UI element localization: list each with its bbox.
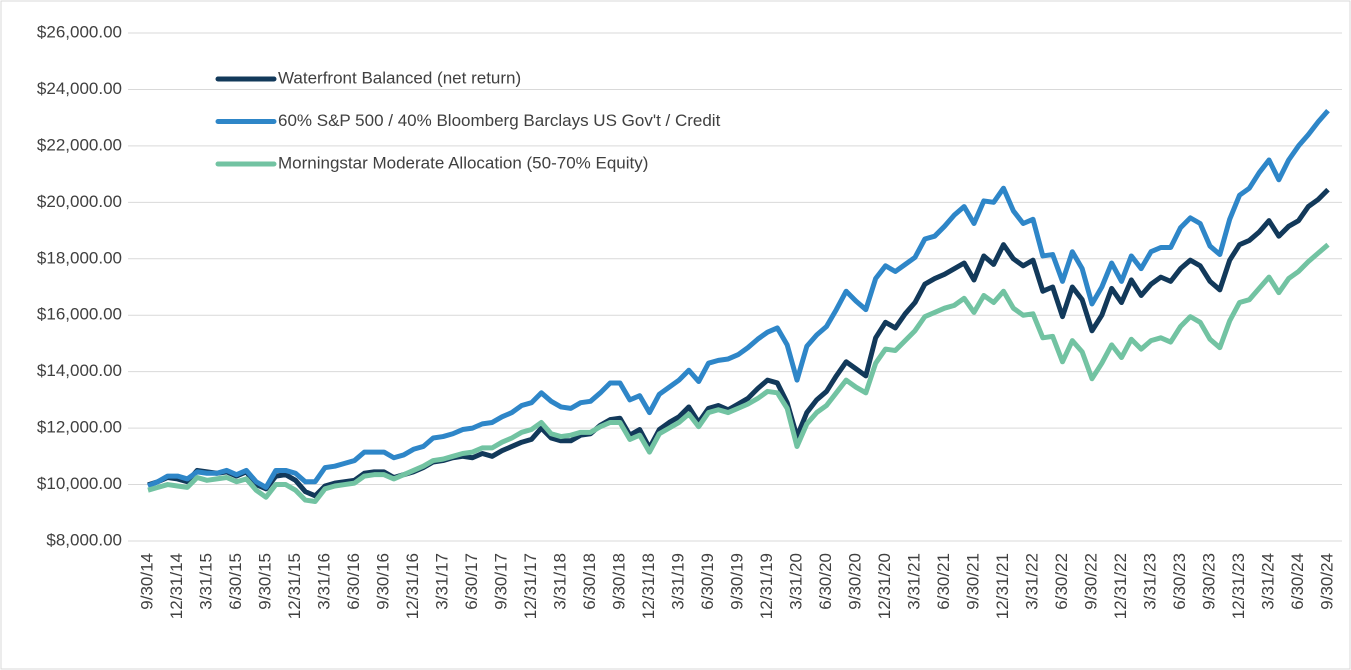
x-tick-label: 6/30/24 [1288,553,1307,610]
x-tick-label: 3/31/16 [314,553,333,610]
x-tick-label: 3/31/22 [1022,553,1041,610]
legend-label: 60% S&P 500 / 40% Bloomberg Barclays US … [278,111,721,130]
x-tick-label: 12/31/21 [993,553,1012,619]
x-tick-label: 12/31/20 [875,553,894,619]
x-tick-label: 9/30/21 [963,553,982,610]
x-tick-label: 9/30/14 [137,553,156,610]
series-line [147,108,1330,490]
x-tick-label: 3/31/15 [196,553,215,610]
x-tick-label: 9/30/20 [845,553,864,610]
x-tick-label: 12/31/15 [285,553,304,619]
series-line [147,242,1330,504]
x-tick-label: 3/31/23 [1140,553,1159,610]
x-tick-label: 3/31/20 [786,553,805,610]
x-tick-label: 3/31/19 [668,553,687,610]
x-tick-label: 6/30/21 [934,553,953,610]
x-tick-label: 12/31/22 [1111,553,1130,619]
x-tick-label: 9/30/16 [373,553,392,610]
x-tick-label: 6/30/23 [1170,553,1189,610]
x-tick-label: 12/31/14 [167,553,186,619]
x-tick-label: 9/30/15 [255,553,274,610]
x-tick-label: 9/30/23 [1199,553,1218,610]
x-tick-label: 12/31/19 [757,553,776,619]
x-tick-label: 3/31/17 [432,553,451,610]
x-tick-label: 6/30/20 [816,553,835,610]
x-tick-label: 6/30/22 [1052,553,1071,610]
x-tick-label: 6/30/17 [462,553,481,610]
legend-label: Waterfront Balanced (net return) [278,68,521,87]
x-tick-label: 6/30/19 [698,553,717,610]
x-tick-label: 9/30/19 [727,553,746,610]
x-tick-label: 3/31/21 [904,553,923,610]
x-tick-label: 6/30/15 [226,553,245,610]
y-tick-label: $22,000.00 [37,135,122,154]
x-tick-label: 9/30/17 [491,553,510,610]
series-line [147,187,1330,499]
y-tick-label: $26,000.00 [37,22,122,41]
x-tick-label: 3/31/24 [1258,553,1277,610]
y-tick-label: $16,000.00 [37,305,122,324]
x-tick-label: 12/31/18 [639,553,658,619]
x-tick-label: 9/30/24 [1317,553,1336,610]
x-tick-label: 9/30/18 [609,553,628,610]
y-tick-label: $18,000.00 [37,248,122,267]
x-tick-label: 12/31/23 [1229,553,1248,619]
x-tick-label: 12/31/17 [521,553,540,619]
y-tick-label: $20,000.00 [37,192,122,211]
y-tick-label: $24,000.00 [37,79,122,98]
y-tick-label: $10,000.00 [37,474,122,493]
x-tick-label: 3/31/18 [550,553,569,610]
legend-label: Morningstar Moderate Allocation (50-70% … [278,153,648,172]
x-tick-label: 9/30/22 [1081,553,1100,610]
y-tick-label: $8,000.00 [46,530,122,549]
y-tick-label: $12,000.00 [37,418,122,437]
x-tick-label: 6/30/16 [344,553,363,610]
x-tick-label: 6/30/18 [580,553,599,610]
y-tick-label: $14,000.00 [37,361,122,380]
x-tick-label: 12/31/16 [403,553,422,619]
